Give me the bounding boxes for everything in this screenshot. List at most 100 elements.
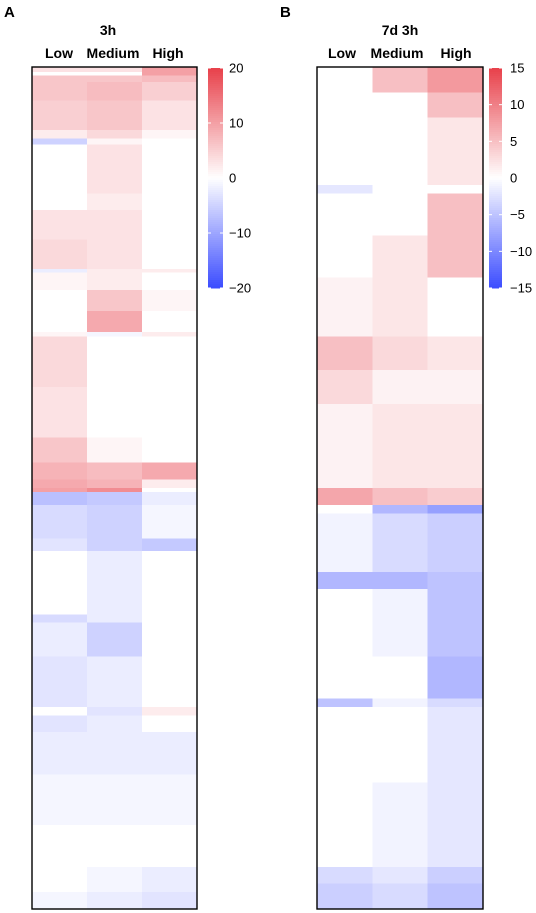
heatmap-cell bbox=[142, 715, 198, 733]
heatmap-cell bbox=[427, 184, 484, 194]
colorbar-segment bbox=[208, 222, 223, 225]
colorbar-segment bbox=[208, 238, 223, 241]
heatmap-cell bbox=[87, 437, 143, 464]
heatmap-cell bbox=[372, 117, 429, 186]
colorbar-segment bbox=[208, 108, 223, 111]
heatmap-cell bbox=[427, 235, 484, 278]
colorbar-segment bbox=[208, 192, 223, 195]
colorbar-segment bbox=[489, 264, 502, 267]
colorbar-segment bbox=[489, 254, 502, 257]
heatmap-cell bbox=[87, 774, 143, 826]
heatmap-cell bbox=[142, 866, 198, 893]
colorbar-segment bbox=[489, 80, 502, 83]
colorbar-segment bbox=[489, 226, 502, 229]
colorbar-segment bbox=[208, 278, 223, 281]
heatmap-cell bbox=[87, 386, 143, 438]
colorbar-segment bbox=[208, 92, 223, 95]
colorbar-segment bbox=[208, 158, 223, 161]
colorbar-segment bbox=[208, 182, 223, 185]
colorbar-segment bbox=[208, 198, 223, 201]
heatmap-cell bbox=[427, 589, 484, 657]
colorbar-segment bbox=[489, 182, 502, 185]
colorbar-segment bbox=[208, 70, 223, 73]
heatmap-cell bbox=[32, 75, 88, 83]
heatmap-cell bbox=[372, 504, 429, 514]
heatmap-cell bbox=[142, 72, 198, 76]
heatmap-cell bbox=[427, 782, 484, 868]
heatmap-cell bbox=[32, 386, 88, 438]
colorbar-segment bbox=[489, 114, 502, 117]
colorbar-segment bbox=[489, 274, 502, 277]
colorbar-segment bbox=[489, 108, 502, 111]
colorbar-segment bbox=[489, 100, 502, 103]
colorbar-segment bbox=[208, 82, 223, 85]
heatmap-cell bbox=[32, 72, 88, 76]
colorbar-segment bbox=[208, 132, 223, 135]
colorbar-segment bbox=[489, 242, 502, 245]
column-label-medium: Medium bbox=[87, 45, 140, 61]
heatmap-cell bbox=[32, 488, 88, 493]
heatmap-cell bbox=[427, 656, 484, 699]
colorbar-segment bbox=[489, 222, 502, 225]
heatmap-cell bbox=[32, 290, 88, 312]
heatmap-cell bbox=[427, 883, 484, 910]
colorbar-segment bbox=[208, 190, 223, 193]
heatmap-cell bbox=[427, 513, 484, 573]
colorbar-segment bbox=[489, 162, 502, 165]
colorbar-segment bbox=[208, 186, 223, 189]
colorbar-segment bbox=[489, 134, 502, 137]
heatmap-cell bbox=[372, 235, 429, 278]
heatmap-cell bbox=[87, 82, 143, 102]
heatmap-cell bbox=[32, 538, 88, 552]
colorbar-segment bbox=[208, 206, 223, 209]
colorbar-segment bbox=[489, 68, 502, 71]
colorbar-segment bbox=[489, 240, 502, 243]
heatmap-cell bbox=[372, 193, 429, 236]
heatmap-cell bbox=[142, 437, 198, 464]
colorbar-segment bbox=[489, 212, 502, 215]
heatmap-cell bbox=[427, 117, 484, 186]
colorbar-segment bbox=[208, 128, 223, 131]
colorbar-segment bbox=[489, 136, 502, 139]
colorbar-segment bbox=[208, 106, 223, 109]
colorbar-segment bbox=[208, 246, 223, 249]
panel-letter: A bbox=[4, 4, 15, 21]
heatmap-cell bbox=[142, 538, 198, 552]
heatmap-cell bbox=[142, 386, 198, 438]
colorbar-segment bbox=[208, 156, 223, 159]
colorbar-tick-label: 10 bbox=[510, 97, 524, 112]
heatmap-cell bbox=[87, 656, 143, 708]
heatmap-border bbox=[31, 66, 198, 910]
colorbar-segment bbox=[489, 150, 502, 153]
colorbar-segment bbox=[489, 232, 502, 235]
colorbar-segment bbox=[489, 160, 502, 163]
colorbar-segment bbox=[489, 76, 502, 79]
heatmap-cell bbox=[317, 277, 373, 337]
heatmap-cell bbox=[87, 138, 143, 145]
heatmap-cell bbox=[142, 82, 198, 102]
colorbar-segment bbox=[489, 148, 502, 151]
heatmap-cell bbox=[32, 100, 88, 131]
heatmap-cell bbox=[317, 698, 373, 708]
colorbar-segment bbox=[208, 96, 223, 99]
colorbar-segment bbox=[208, 258, 223, 261]
colorbar-segment bbox=[489, 218, 502, 221]
heatmap-cell bbox=[372, 488, 429, 506]
colorbar-tick-label: 15 bbox=[510, 61, 524, 76]
colorbar-segment bbox=[208, 130, 223, 133]
heatmap-cell bbox=[32, 193, 88, 211]
heatmap-cell bbox=[317, 572, 373, 590]
heatmap-cell bbox=[427, 67, 484, 93]
colorbar-segment bbox=[489, 164, 502, 167]
colorbar-segment bbox=[489, 126, 502, 129]
colorbar-segment bbox=[489, 234, 502, 237]
heatmap-cell bbox=[317, 403, 373, 489]
colorbar-segment bbox=[208, 202, 223, 205]
colorbar-segment bbox=[208, 248, 223, 251]
colorbar-segment bbox=[208, 104, 223, 107]
colorbar-tick-label: −10 bbox=[510, 244, 532, 259]
heatmap-cell bbox=[372, 513, 429, 573]
colorbar-segment bbox=[489, 124, 502, 127]
heatmap-cell bbox=[87, 732, 143, 775]
colorbar-segment bbox=[208, 266, 223, 269]
